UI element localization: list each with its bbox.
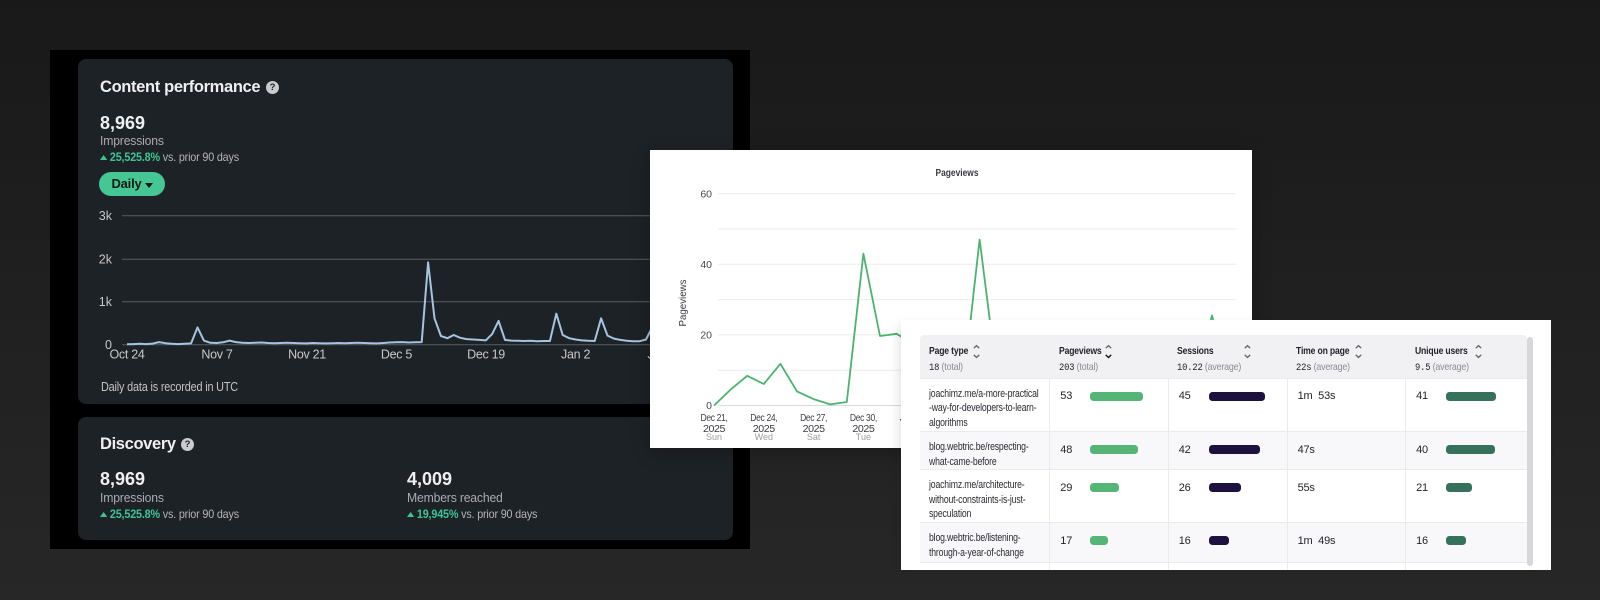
svg-text:20: 20 xyxy=(700,330,712,342)
svg-text:Nov 7: Nov 7 xyxy=(201,348,233,362)
svg-text:Tue: Tue xyxy=(856,432,871,442)
svg-text:2025: 2025 xyxy=(852,424,875,435)
svg-text:Dec 30,: Dec 30, xyxy=(850,413,877,424)
svg-text:Sat: Sat xyxy=(807,432,821,442)
svg-text:0: 0 xyxy=(706,400,712,412)
svg-text:Dec 5: Dec 5 xyxy=(381,348,413,362)
svg-text:40: 40 xyxy=(700,259,712,271)
svg-text:2k: 2k xyxy=(99,253,113,267)
svg-text:2025: 2025 xyxy=(703,424,726,435)
svg-text:Sun: Sun xyxy=(706,432,722,442)
svg-text:Pageviews: Pageviews xyxy=(678,280,689,327)
svg-text:1k: 1k xyxy=(99,295,113,309)
svg-text:Jan 2: Jan 2 xyxy=(561,348,590,362)
svg-text:3k: 3k xyxy=(99,209,113,223)
svg-text:0: 0 xyxy=(105,338,112,352)
svg-text:Nov 21: Nov 21 xyxy=(288,348,326,362)
svg-text:Oct 24: Oct 24 xyxy=(109,348,144,362)
svg-text:Dec 24,: Dec 24, xyxy=(750,413,777,424)
svg-text:Wed: Wed xyxy=(755,432,773,442)
svg-text:2025: 2025 xyxy=(753,424,776,435)
svg-text:Dec 27,: Dec 27, xyxy=(800,413,827,424)
svg-text:Pageviews: Pageviews xyxy=(936,167,979,179)
svg-text:60: 60 xyxy=(700,189,712,201)
svg-text:Dec 21,: Dec 21, xyxy=(701,413,728,424)
svg-text:Dec 19: Dec 19 xyxy=(467,348,505,362)
svg-text:2025: 2025 xyxy=(803,424,826,435)
